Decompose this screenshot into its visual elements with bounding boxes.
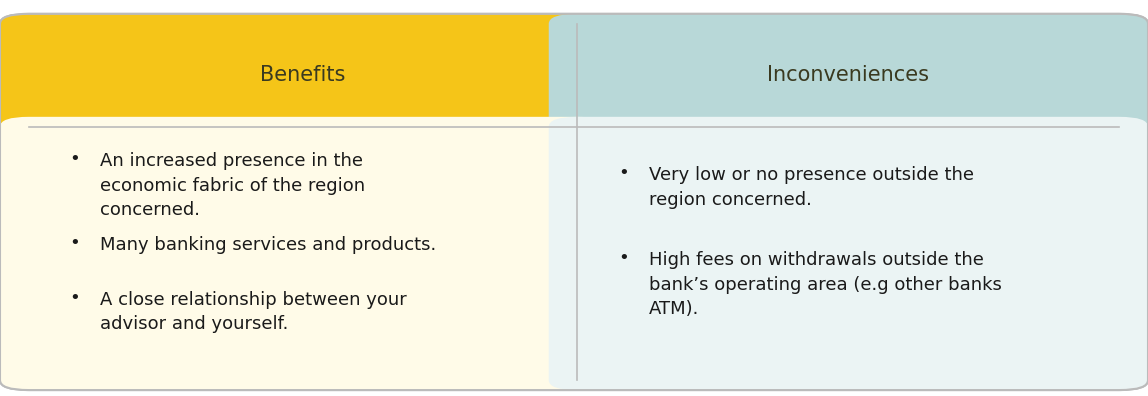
- Text: High fees on withdrawals outside the
bank’s operating area (e.g other banks
ATM): High fees on withdrawals outside the ban…: [649, 251, 1001, 318]
- Text: An increased presence in the
economic fabric of the region
concerned.: An increased presence in the economic fa…: [100, 152, 365, 219]
- Text: •: •: [618, 249, 629, 267]
- Text: •: •: [618, 164, 629, 182]
- Text: •: •: [69, 234, 80, 251]
- FancyBboxPatch shape: [549, 14, 1148, 137]
- Text: Very low or no presence outside the
region concerned.: Very low or no presence outside the regi…: [649, 166, 974, 209]
- FancyBboxPatch shape: [549, 117, 1148, 390]
- FancyBboxPatch shape: [0, 117, 606, 390]
- Text: Inconveniences: Inconveniences: [767, 65, 930, 85]
- Text: Benefits: Benefits: [261, 65, 346, 85]
- FancyBboxPatch shape: [0, 14, 1148, 390]
- Text: •: •: [69, 289, 80, 307]
- Text: Many banking services and products.: Many banking services and products.: [100, 236, 436, 253]
- Text: •: •: [69, 150, 80, 168]
- FancyBboxPatch shape: [0, 14, 606, 137]
- Text: A close relationship between your
advisor and yourself.: A close relationship between your adviso…: [100, 291, 406, 333]
